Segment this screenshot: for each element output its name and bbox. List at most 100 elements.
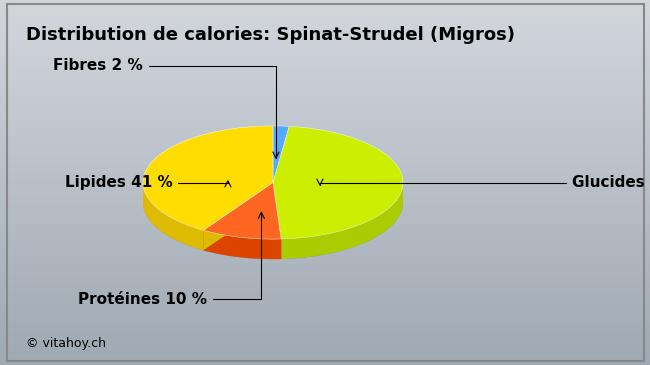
Bar bbox=[0, 175, 650, 179]
Bar bbox=[0, 270, 650, 274]
Bar bbox=[0, 285, 650, 288]
Text: Glucides 47 %: Glucides 47 % bbox=[317, 175, 650, 190]
Bar bbox=[0, 347, 650, 350]
Bar bbox=[0, 248, 650, 252]
Bar bbox=[0, 0, 650, 4]
Bar bbox=[0, 113, 650, 117]
Bar bbox=[0, 33, 650, 37]
Bar bbox=[0, 150, 650, 153]
Bar bbox=[0, 88, 650, 91]
Bar bbox=[0, 266, 650, 270]
Bar bbox=[0, 73, 650, 77]
Bar bbox=[0, 197, 650, 201]
Bar bbox=[0, 339, 650, 343]
Bar bbox=[0, 7, 650, 11]
Bar bbox=[0, 182, 650, 186]
Bar bbox=[0, 281, 650, 285]
Bar bbox=[0, 212, 650, 215]
Bar bbox=[0, 4, 650, 7]
Bar bbox=[0, 18, 650, 22]
Bar bbox=[0, 51, 650, 55]
Bar bbox=[0, 299, 650, 303]
Bar bbox=[0, 230, 650, 234]
Bar bbox=[0, 263, 650, 266]
Text: Fibres 2 %: Fibres 2 % bbox=[53, 58, 279, 158]
Bar bbox=[0, 135, 650, 139]
Bar bbox=[0, 120, 650, 124]
Bar bbox=[0, 84, 650, 88]
Bar bbox=[0, 62, 650, 66]
Bar bbox=[0, 288, 650, 292]
Bar bbox=[0, 91, 650, 95]
Bar bbox=[0, 164, 650, 168]
Bar bbox=[0, 204, 650, 208]
Polygon shape bbox=[203, 182, 281, 239]
Bar bbox=[0, 139, 650, 142]
Bar bbox=[0, 223, 650, 226]
Bar bbox=[0, 350, 650, 354]
Bar bbox=[0, 124, 650, 128]
Bar bbox=[0, 44, 650, 47]
Polygon shape bbox=[203, 182, 273, 250]
Polygon shape bbox=[143, 184, 203, 250]
Bar bbox=[0, 22, 650, 26]
Polygon shape bbox=[273, 126, 403, 239]
Bar bbox=[0, 142, 650, 146]
Bar bbox=[0, 106, 650, 110]
Ellipse shape bbox=[143, 146, 403, 259]
Bar bbox=[0, 325, 650, 328]
Bar bbox=[0, 69, 650, 73]
Polygon shape bbox=[273, 126, 289, 182]
Bar bbox=[0, 358, 650, 361]
Bar bbox=[0, 47, 650, 51]
Bar bbox=[0, 102, 650, 106]
Bar bbox=[0, 314, 650, 318]
Bar bbox=[0, 328, 650, 332]
Bar bbox=[0, 354, 650, 358]
Bar bbox=[0, 146, 650, 150]
Bar bbox=[0, 15, 650, 18]
Bar bbox=[0, 310, 650, 314]
Bar bbox=[0, 361, 650, 365]
Bar bbox=[0, 255, 650, 259]
Bar bbox=[0, 303, 650, 307]
Bar bbox=[0, 110, 650, 113]
Bar bbox=[0, 215, 650, 219]
Bar bbox=[0, 66, 650, 69]
Bar bbox=[0, 26, 650, 29]
Bar bbox=[0, 252, 650, 256]
Bar bbox=[0, 332, 650, 336]
Bar bbox=[0, 29, 650, 33]
Bar bbox=[0, 172, 650, 175]
Text: Protéines 10 %: Protéines 10 % bbox=[78, 212, 265, 307]
Bar bbox=[0, 168, 650, 172]
Bar bbox=[0, 131, 650, 135]
Text: Distribution de calories: Spinat-Strudel (Migros): Distribution de calories: Spinat-Strudel… bbox=[26, 26, 515, 43]
Bar bbox=[0, 226, 650, 230]
Bar bbox=[0, 219, 650, 223]
Bar bbox=[0, 234, 650, 237]
Polygon shape bbox=[203, 230, 281, 259]
Bar bbox=[0, 318, 650, 321]
Text: Lipides 41 %: Lipides 41 % bbox=[65, 175, 231, 190]
Bar bbox=[0, 343, 650, 347]
Bar bbox=[0, 11, 650, 15]
Bar bbox=[0, 277, 650, 281]
Bar bbox=[0, 274, 650, 277]
Bar bbox=[0, 55, 650, 58]
Bar bbox=[0, 128, 650, 131]
Text: © vitahoy.ch: © vitahoy.ch bbox=[26, 337, 106, 350]
Bar bbox=[0, 77, 650, 80]
Bar bbox=[0, 292, 650, 296]
Bar bbox=[0, 157, 650, 161]
Polygon shape bbox=[203, 182, 273, 250]
Bar bbox=[0, 80, 650, 84]
Bar bbox=[0, 307, 650, 310]
Bar bbox=[0, 36, 650, 40]
Polygon shape bbox=[281, 184, 403, 259]
Bar bbox=[0, 245, 650, 248]
Polygon shape bbox=[143, 126, 273, 230]
Polygon shape bbox=[273, 182, 281, 259]
Bar bbox=[0, 153, 650, 157]
Bar bbox=[0, 190, 650, 193]
